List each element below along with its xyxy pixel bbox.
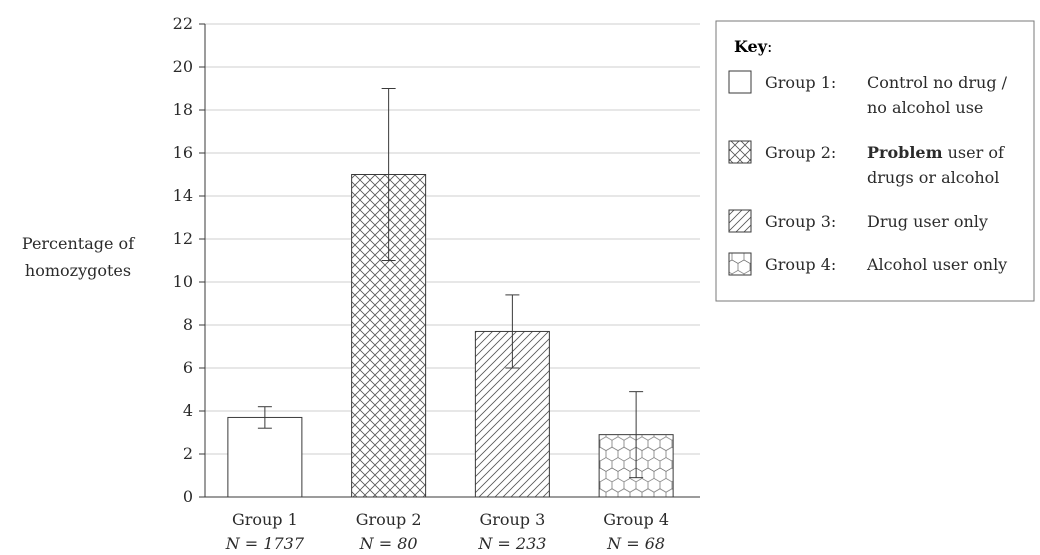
- legend-text-group-4: Alcohol user only: [866, 255, 1007, 274]
- legend-swatch-group-3: [728, 209, 752, 233]
- legend-entries: Group 1: Control no drug /no alcohol useG…: [728, 70, 1008, 276]
- x-tick-label-group-3: Group 3: [479, 510, 545, 529]
- y-tick-label-10: 10: [173, 272, 193, 291]
- y-axis-title-line-1: Percentage of: [22, 234, 135, 253]
- error-bars: [257, 88, 644, 479]
- bar-group-1: [227, 416, 303, 498]
- legend-text-group-2: drugs or alcohol: [867, 168, 999, 187]
- legend-swatch-group-1: [728, 70, 752, 94]
- y-tick-label-6: 6: [183, 358, 193, 377]
- y-axis-ticks: 0 2 4 6 8 10 12 14 16 18 20 22: [173, 14, 205, 506]
- x-tick-label-group-1: Group 1: [232, 510, 298, 529]
- legend-group-label-2: Group 2:: [765, 143, 836, 162]
- legend-text-group-2: user of: [943, 143, 1005, 162]
- x-tick-label-group-4: Group 4: [603, 510, 669, 529]
- legend-box: [715, 20, 1035, 302]
- legend-entry-group-4: Group 4: Alcohol user only: [728, 252, 1007, 276]
- legend-title-colon: :: [767, 37, 772, 56]
- y-tick-label-20: 20: [173, 57, 193, 76]
- legend: Key: Group 1: Control no drug / no alcohol…: [715, 20, 1035, 302]
- legend-group-label-1: Group 1:: [765, 73, 836, 92]
- bars: [227, 174, 674, 498]
- y-axis-title: Percentage of homozygotes: [22, 234, 135, 280]
- y-tick-label-16: 16: [173, 143, 193, 162]
- y-tick-label-18: 18: [173, 100, 193, 119]
- legend-description-group-1-line-1: Control no drug /: [867, 73, 1008, 92]
- y-tick-label-0: 0: [183, 487, 193, 506]
- x-tick-label-group-2: Group 2: [356, 510, 422, 529]
- legend-swatch-group-2: [728, 140, 752, 164]
- y-tick-label-8: 8: [183, 315, 193, 334]
- legend-entry-group-2: Group 2: Problem user of drugs or alcohol: [728, 140, 1005, 187]
- legend-title-text: Key: [734, 37, 768, 56]
- legend-text-group-1: Control no drug /: [867, 73, 1008, 92]
- gridlines: [205, 23, 700, 455]
- legend-description-group-2-line-2: drugs or alcohol: [867, 168, 999, 187]
- n-label-group-4: N = 68: [606, 534, 665, 553]
- y-tick-label-4: 4: [183, 401, 193, 420]
- legend-group-label-3: Group 3:: [765, 212, 836, 231]
- legend-description-group-3-line-1: Drug user only: [867, 212, 988, 231]
- n-label-group-1: N = 1737: [225, 534, 305, 553]
- legend-text-group-1: no alcohol use: [867, 98, 983, 117]
- y-tick-label-12: 12: [173, 229, 193, 248]
- legend-entry-group-1: Group 1: Control no drug / no alcohol use: [728, 70, 1008, 117]
- y-tick-label-14: 14: [173, 186, 193, 205]
- legend-text-group-3: Drug user only: [867, 212, 988, 231]
- n-label-group-2: N = 80: [359, 534, 418, 553]
- y-tick-label-2: 2: [183, 444, 193, 463]
- legend-title: Key:: [734, 37, 772, 56]
- legend-entry-group-3: Group 3: Drug user only: [728, 209, 988, 233]
- legend-group-label-4: Group 4:: [765, 255, 836, 274]
- legend-description-group-1-line-2: no alcohol use: [867, 98, 983, 117]
- legend-description-group-2-line-1: Problem user of: [867, 143, 1005, 162]
- legend-swatch-group-4: [728, 252, 752, 276]
- y-axis-title-line-2: homozygotes: [25, 261, 131, 280]
- n-label-group-3: N = 233: [477, 534, 546, 553]
- legend-description-group-4-line-1: Alcohol user only: [866, 255, 1007, 274]
- x-axis-labels: Group 1 N = 1737 Group 2 N = 80 Group 3 N = 2…: [225, 510, 669, 553]
- y-tick-label-22: 22: [173, 14, 193, 33]
- legend-emphasis-group-2: Problem: [867, 143, 943, 162]
